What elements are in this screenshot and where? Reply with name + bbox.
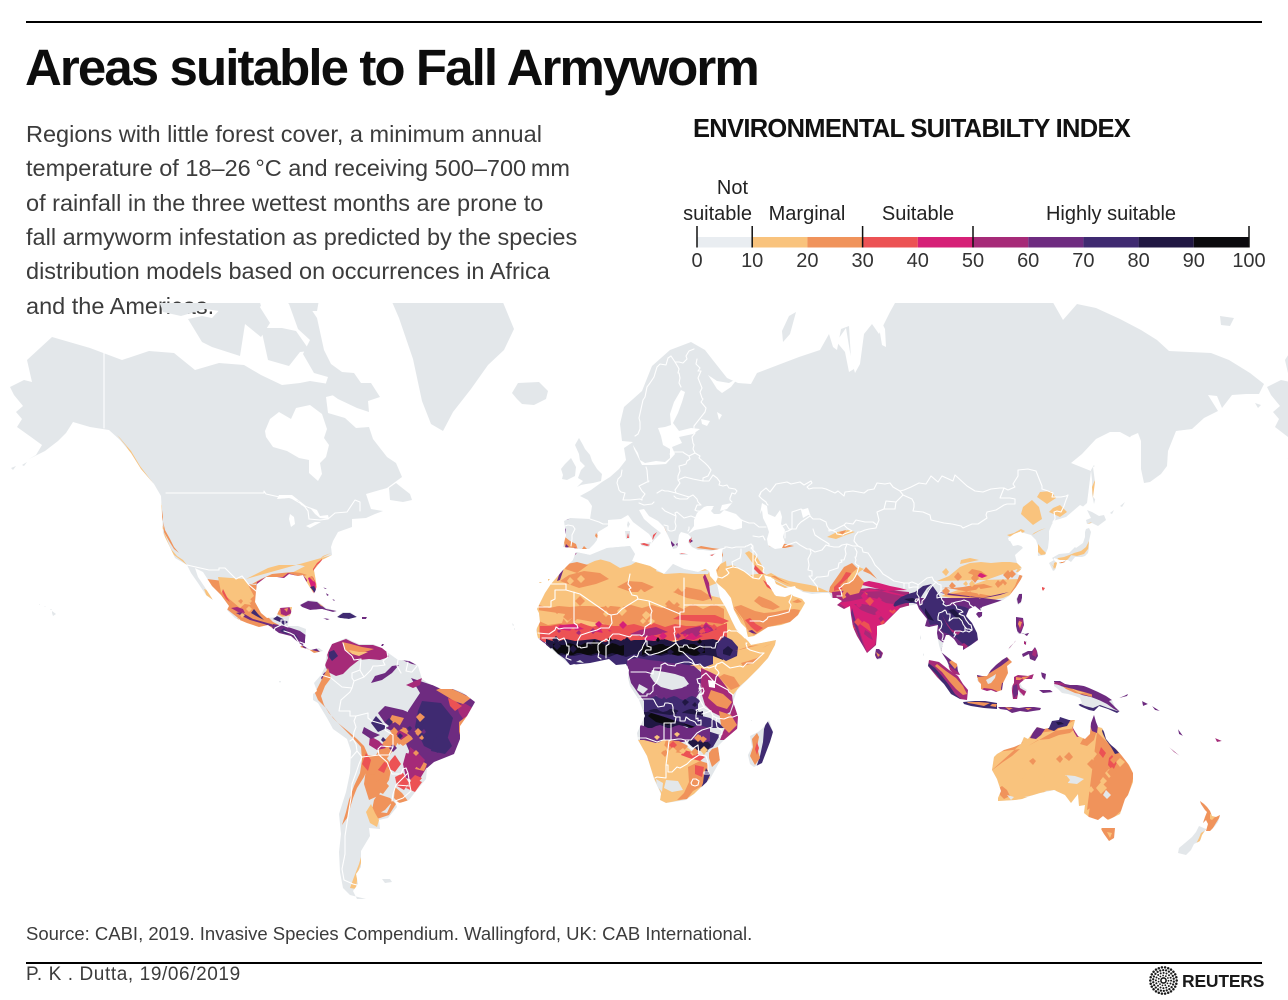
svg-text:70: 70 (1072, 250, 1094, 272)
svg-text:10: 10 (741, 250, 763, 272)
svg-text:Suitable: Suitable (882, 203, 954, 225)
svg-text:30: 30 (851, 250, 873, 272)
svg-text:Marginal: Marginal (769, 203, 846, 225)
svg-text:40: 40 (907, 250, 929, 272)
svg-text:50: 50 (962, 250, 984, 272)
svg-text:100: 100 (1232, 250, 1265, 272)
svg-text:Highly suitable: Highly suitable (1046, 203, 1176, 225)
svg-text:60: 60 (1017, 250, 1039, 272)
svg-text:80: 80 (1127, 250, 1149, 272)
svg-text:20: 20 (796, 250, 818, 272)
svg-text:suitable: suitable (683, 203, 752, 225)
svg-text:0: 0 (691, 250, 702, 272)
svg-text:Not: Not (717, 177, 749, 199)
svg-text:90: 90 (1183, 250, 1205, 272)
